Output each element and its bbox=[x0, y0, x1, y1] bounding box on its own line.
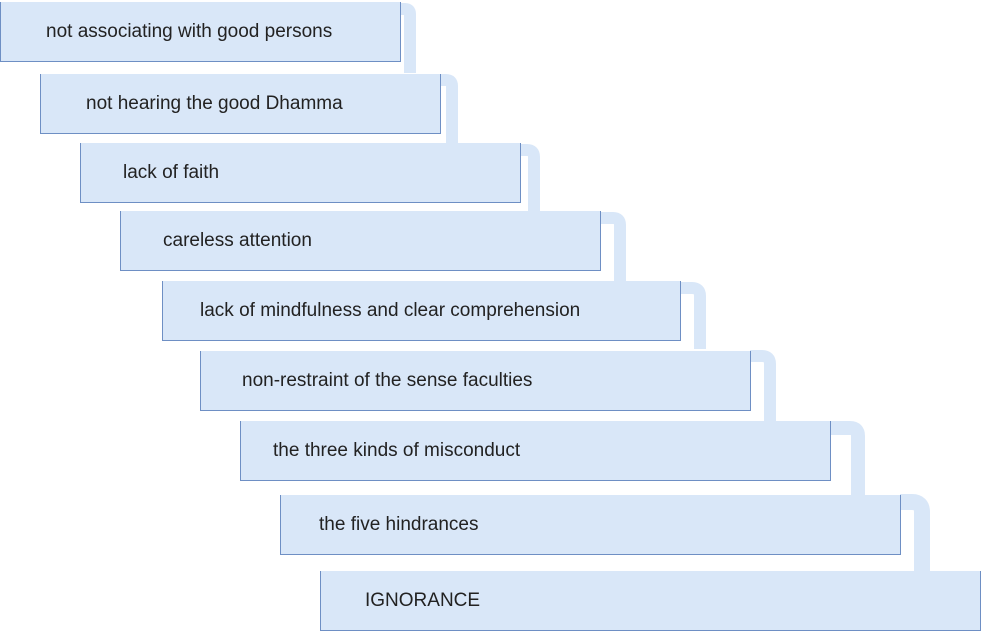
step-5-box: lack of mindfulness and clear comprehens… bbox=[162, 281, 681, 341]
step-7-label: the three kinds of misconduct bbox=[273, 439, 521, 461]
step-4-box: careless attention bbox=[120, 211, 601, 271]
step-1-box: not associating with good persons bbox=[0, 2, 401, 62]
connector-3-4 bbox=[520, 144, 540, 211]
step-8-label: the five hindrances bbox=[319, 513, 479, 535]
step-6-box: non-restraint of the sense faculties bbox=[200, 351, 751, 411]
connector-2-3 bbox=[440, 74, 458, 143]
connector-7-8 bbox=[830, 421, 865, 495]
step-3-label: lack of faith bbox=[123, 161, 220, 183]
step-3-box: lack of faith bbox=[80, 143, 521, 203]
step-6-label: non-restraint of the sense faculties bbox=[242, 369, 533, 391]
step-2-box: not hearing the good Dhamma bbox=[40, 74, 441, 134]
step-1-label: not associating with good persons bbox=[46, 20, 333, 42]
connector-6-7 bbox=[750, 350, 776, 421]
step-5-label: lack of mindfulness and clear comprehens… bbox=[200, 299, 581, 321]
connector-4-5 bbox=[600, 212, 626, 281]
step-2-label: not hearing the good Dhamma bbox=[86, 92, 343, 114]
step-7-box: the three kinds of misconduct bbox=[240, 421, 831, 481]
connector-5-6 bbox=[680, 282, 706, 349]
step-4-label: careless attention bbox=[163, 229, 312, 251]
connector-1-2 bbox=[400, 2, 416, 73]
step-9-box: IGNORANCE bbox=[320, 571, 981, 631]
step-9-label: IGNORANCE bbox=[365, 589, 481, 611]
connector-8-9 bbox=[900, 494, 930, 571]
step-8-box: the five hindrances bbox=[280, 495, 901, 555]
